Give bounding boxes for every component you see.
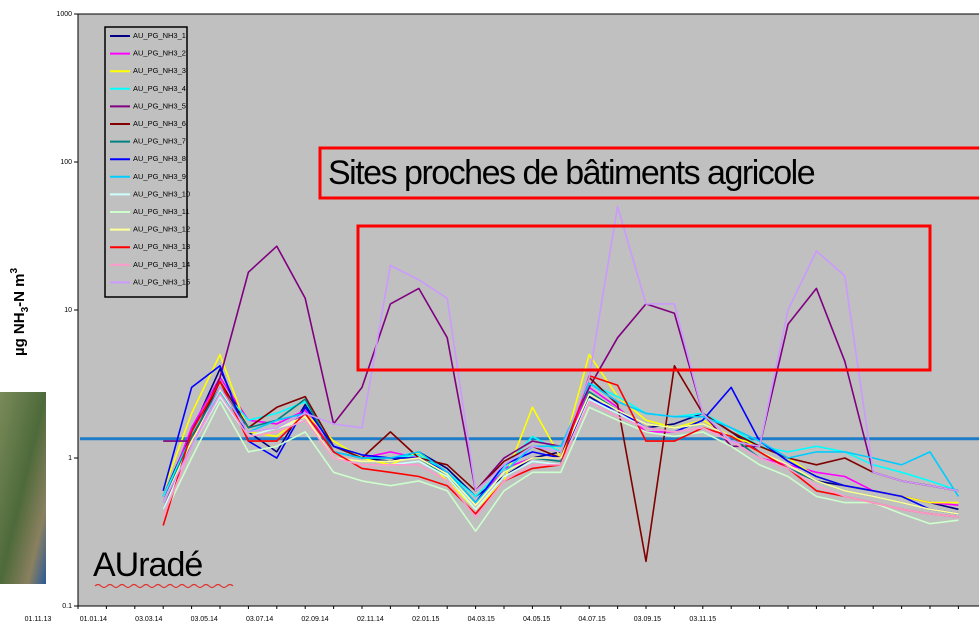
annotation-box [318,146,979,200]
legend-label: AU_PG_NH3_8 [133,154,186,163]
legend-label: AU_PG_NH3_10 [133,189,190,198]
legend-label: AU_PG_NH3_3 [133,66,186,75]
series-line [162,388,959,515]
x-tick-label: 04.03.15 [468,616,495,623]
x-tick-label: 03.09.15 [634,616,661,623]
series-line [162,393,959,518]
line-layer [80,205,979,563]
x-tick-label: 04.07.15 [578,616,605,623]
x-tick-label: 02.09.14 [301,616,328,623]
legend-label: AU_PG_NH3_15 [133,277,190,286]
x-tick-label: 02.11.14 [357,616,384,623]
x-tick-label: 03.05.14 [191,616,218,623]
y-tick-label: 1000 [56,11,72,18]
y-tick-label: 10 [64,307,72,314]
x-tick-label: 03.11.15 [689,616,716,623]
legend-label: AU_PG_NH3_11 [133,207,190,216]
x-tick-label: 03.03.14 [135,616,162,623]
y-tick-label: 1 [68,455,72,462]
legend-label: AU_PG_NH3_13 [133,242,190,251]
series-line [162,382,960,504]
spellcheck-underline [94,583,234,589]
legend: AU_PG_NH3_1 AU_PG_NH3_2 AU_PG_NH3_3 AU_PG_N… [104,26,190,298]
legend-label: AU_PG_NH3_5 [133,101,186,110]
y-tick-label: 100 [60,159,72,166]
y-axis-label-part: 3 [9,268,20,274]
series-line [162,205,959,503]
x-tick-label: 01.11.13 [25,616,52,623]
x-tick-label: 03.07.14 [246,616,273,623]
plot-area [77,13,979,607]
legend-label: AU_PG_NH3_2 [133,49,186,58]
legend-label: AU_PG_NH3_14 [133,260,190,269]
x-tick-label: 02.01.15 [412,616,439,623]
highlight-box [356,224,932,372]
y-axis-label-part: µg NH [11,312,28,356]
legend-label: AU_PG_NH3_4 [133,84,186,93]
y-axis-label-part: -N m [11,274,28,307]
legend-label: AU_PG_NH3_6 [133,119,186,128]
legend-label: AU_PG_NH3_12 [133,225,190,234]
y-axis-label-part: 3 [20,306,31,312]
x-tick-label: 01.01.14 [80,616,107,623]
map-thumbnail [0,392,46,584]
grid-layer [74,13,959,609]
y-tick-label: 0.1 [62,603,72,610]
site-label: AUradé [93,546,202,584]
x-tick-label: 04.05.15 [523,616,550,623]
series-line [162,400,959,532]
annotation: Sites proches de bâtiments agricole [328,154,815,192]
legend-label: AU_PG_NH3_1 [133,31,186,40]
legend-label: AU_PG_NH3_7 [133,137,186,146]
legend-label: AU_PG_NH3_9 [133,172,186,181]
y-axis-label: µg NH3-N m3 [9,268,31,357]
